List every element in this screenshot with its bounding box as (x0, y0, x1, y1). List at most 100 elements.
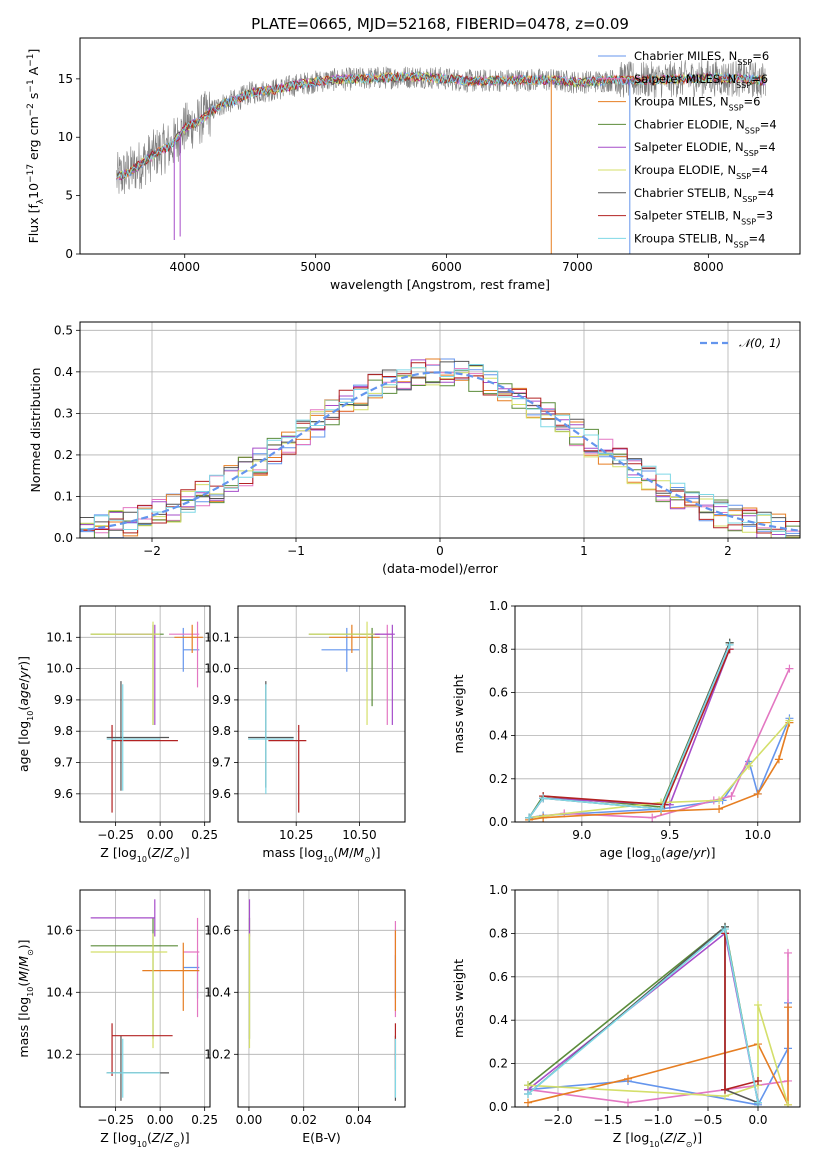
y-tick-label: 0.4 (489, 729, 508, 743)
y-tick-label: 10.6 (46, 923, 73, 937)
x-axis-label: wavelength [Angstrom, rest frame] (330, 277, 550, 292)
axes-frame (237, 605, 406, 823)
x-tick-label: −1.0 (643, 1113, 672, 1127)
y-axis-label: Normed distribution (28, 368, 43, 493)
weight-marker (784, 1100, 792, 1107)
x-axis-label: age [log10(age/yr)] (599, 845, 715, 864)
y-tick-label: 0.8 (489, 926, 508, 940)
weight-marker (721, 1085, 729, 1094)
y-tick-label: 0.6 (489, 685, 508, 699)
x-tick-label: 10.50 (342, 828, 376, 842)
panel-mass-weight-vs-Z: −2.0 −1.5 −1.0 −0.5 0.0 0.0 0.2 0.4 0.6 0.8 1.0 Z [… (451, 883, 801, 1149)
weight-marker (754, 1098, 762, 1107)
weight-marker (624, 1074, 632, 1083)
y-tick-label: 10.4 (46, 985, 73, 999)
x-tick-label: 1 (580, 544, 588, 558)
weight-line (528, 642, 731, 819)
weight-line (527, 927, 759, 1103)
y-tick-label: 5 (65, 189, 73, 203)
x-tick-label: 0.00 (236, 1113, 263, 1127)
weight-marker (524, 1081, 532, 1090)
legend-entry: Salpeter STELIB, NSSP=3 (634, 209, 773, 227)
legend-entry: Salpeter ELODIE, NSSP=4 (634, 140, 776, 158)
y-tick-label: 10.0 (46, 662, 73, 676)
y-tick-label: 0.3 (54, 406, 73, 420)
x-tick-label: 10.0 (744, 828, 771, 842)
x-axis-label: Z [log10(Z/Z⊙)] (100, 1130, 189, 1149)
y-axis-label: Flux [fλ10−17 erg cm−2 s−1 A−1] (26, 49, 46, 244)
weight-marker (721, 925, 729, 934)
x-axis-label: (data-model)/error (382, 561, 499, 576)
x-axis-label: Z [log10(Z/Z⊙)] (100, 845, 189, 864)
y-axis-label: mass weight (451, 959, 466, 1038)
y-tick-label: 10 (58, 130, 73, 144)
weight-marker (784, 1003, 792, 1012)
weight-marker (524, 1089, 532, 1098)
y-tick-label: 9.6 (54, 787, 73, 801)
x-tick-label: 8000 (693, 260, 724, 274)
legend: Chabrier MILES, NSSP=6 Salpeter MILES, NS… (598, 49, 777, 249)
x-tick-label: 0.04 (345, 1113, 372, 1127)
y-axis-label: mass weight (451, 674, 466, 753)
y-tick-label: 0.8 (489, 642, 508, 656)
weight-marker (657, 805, 666, 814)
x-tick-label: 2 (724, 544, 732, 558)
weight-line (543, 648, 731, 806)
x-tick-label: −0.25 (97, 828, 134, 842)
axes-frame (514, 889, 801, 1108)
y-tick-label: 0.5 (54, 323, 73, 337)
x-tick-label: −1 (287, 544, 305, 558)
figure-title: PLATE=0665, MJD=52168, FIBERID=0478, z=0… (251, 15, 629, 33)
legend-entry: Salpeter MILES, NSSP=6 (634, 72, 768, 90)
x-tick-label: 9.0 (572, 828, 591, 842)
x-tick-label: 0.25 (191, 828, 218, 842)
weight-line (527, 925, 759, 1104)
weight-marker (785, 716, 794, 725)
panel-mass-vs-Z: −0.25 0.00 0.25 10.2 10.4 10.6 Z [log10(Z/Z⊙)]… (16, 889, 218, 1149)
y-tick-label: 9.9 (212, 693, 231, 707)
weight-line (528, 722, 791, 821)
x-tick-label: 0.00 (147, 1113, 174, 1127)
x-axis-label: E(B-V) (302, 1130, 341, 1145)
weight-line (528, 648, 731, 819)
x-tick-label: 10.25 (279, 828, 313, 842)
y-tick-label: 10.2 (204, 1047, 231, 1061)
axes-frame (79, 605, 211, 823)
legend-entry: Chabrier MILES, NSSP=6 (634, 49, 769, 67)
x-tick-label: 0.02 (290, 1113, 317, 1127)
legend-entry: Kroupa ELODIE, NSSP=4 (634, 163, 768, 181)
plot-area (248, 899, 397, 1101)
y-tick-label: 0.4 (489, 1013, 508, 1027)
plot-area (90, 621, 203, 813)
y-tick-label: 0 (65, 247, 73, 261)
legend-entry: Kroupa MILES, NSSP=6 (634, 95, 760, 113)
y-tick-label: 0.2 (54, 448, 73, 462)
x-tick-label: 4000 (169, 260, 200, 274)
y-tick-label: 9.7 (54, 756, 73, 770)
panel-spectrum: 4000 5000 6000 7000 8000 0 5 10 15 wavelength [An… (26, 37, 801, 292)
model-spectrum-8 (116, 71, 766, 180)
x-tick-label: 7000 (562, 260, 593, 274)
panel-residuals: −2 −1 0 1 2 0.0 0.1 0.2 0.3 0.4 0.5 (data-model)/er… (28, 321, 801, 576)
weight-marker (648, 813, 657, 822)
y-tick-label: 9.8 (54, 724, 73, 738)
legend-entry: Chabrier STELIB, NSSP=4 (634, 186, 774, 204)
x-tick-label: −2.0 (543, 1113, 572, 1127)
legend-entry: Kroupa STELIB, NSSP=4 (634, 231, 765, 249)
x-tick-label: −0.5 (693, 1113, 722, 1127)
x-tick-label: 9.5 (660, 828, 679, 842)
weight-marker (727, 792, 736, 801)
weight-marker (525, 813, 534, 822)
weight-marker (624, 1098, 632, 1107)
weight-marker (715, 796, 724, 805)
y-tick-label: 15 (58, 72, 73, 86)
y-tick-label: 10.0 (204, 662, 231, 676)
x-axis-label: Z [log10(Z/Z⊙)] (613, 1130, 702, 1149)
x-tick-label: −0.25 (97, 1113, 134, 1127)
weight-marker (774, 755, 783, 764)
plot-area (248, 621, 395, 813)
plot-area (80, 358, 800, 538)
weight-marker (539, 813, 548, 822)
